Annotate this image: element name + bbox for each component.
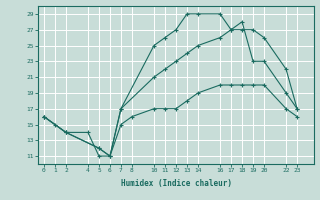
X-axis label: Humidex (Indice chaleur): Humidex (Indice chaleur): [121, 179, 231, 188]
